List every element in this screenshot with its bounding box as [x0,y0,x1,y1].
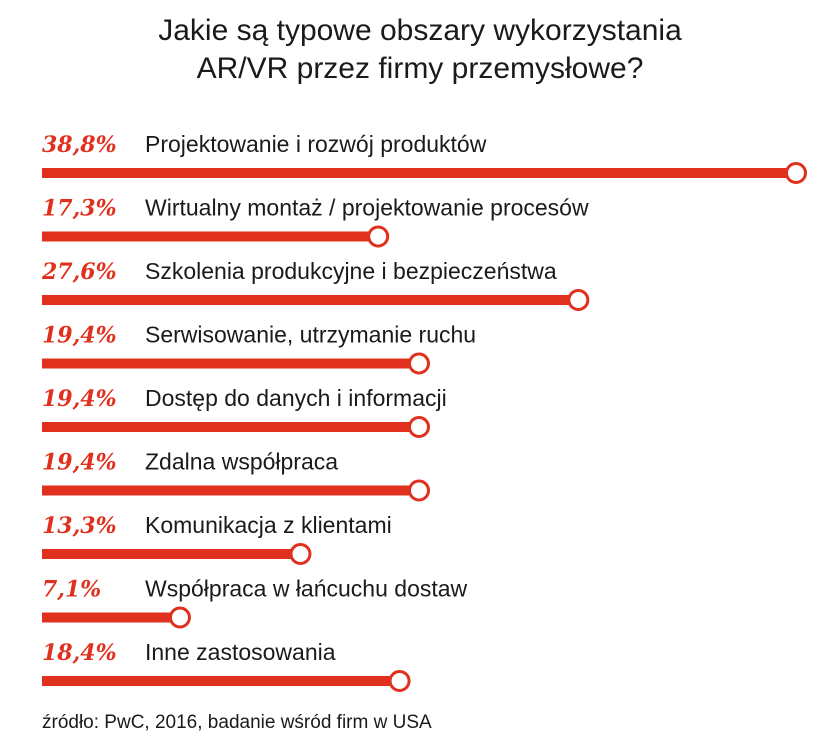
bar-category-label: Wirtualny montaż / projektowanie procesó… [145,195,589,221]
bar-row: 17,3% Wirtualny montaż / projektowanie pr… [42,195,589,248]
bar-row: 19,4% Dostęp do danych i informacji [42,385,447,438]
bar-value-label: 38,8% [42,132,117,158]
bar-value-label: 7,1% [42,577,101,603]
bar-end-marker [567,289,590,311]
bar-end-marker [408,352,430,375]
bar [42,549,292,559]
bar-value-label: 19,4% [42,450,117,476]
bar-value-label: 19,4% [42,386,117,412]
bar [42,231,370,242]
bar-row: 13,3% Komunikacja z klientami [42,512,392,565]
bar-category-label: Współpraca w łańcuchu dostaw [145,576,468,602]
bar-value-label: 13,3% [42,513,117,539]
bar [42,485,410,496]
bar-category-label: Inne zastosowania [145,639,336,665]
bar-end-marker [388,670,411,692]
bar [42,422,410,432]
bar-end-marker [367,225,390,248]
bar-category-label: Projektowanie i rozwój produktów [145,131,487,157]
bar-row: 27,6% Szkolenia produkcyjne i bezpieczeńs… [41,258,590,311]
bar-category-label: Serwisowanie, utrzymanie ruchu [145,322,476,348]
bar-row: 18,4% Inne zastosowania [42,639,411,692]
bar-end-marker [785,162,807,184]
bar [42,295,570,305]
bar-value-label: 18,4% [42,640,117,666]
bar-category-label: Dostęp do danych i informacji [145,385,447,411]
bar [42,358,410,369]
bar-value-label: 27,6% [41,259,117,285]
bar-row: 38,8% Projektowanie i rozwój produktów [42,131,807,184]
bar-category-label: Szkolenia produkcyjne i bezpieczeństwa [145,258,557,284]
bar-end-marker [408,416,430,438]
bar [42,168,787,178]
chart-title: Jakie są typowe obszary wykorzystania AR… [0,12,840,88]
bar [42,612,171,623]
bar [42,676,391,686]
bar-category-label: Komunikacja z klientami [145,512,392,538]
chart-title-line-1: Jakie są typowe obszary wykorzystania [158,14,682,47]
bar-row: 19,4% Serwisowanie, utrzymanie ruchu [42,322,476,375]
bar-end-marker [289,543,312,565]
bar-row: 7,1% Współpraca w łańcuchu dostaw [42,576,468,629]
bar-end-marker [168,606,191,629]
bar-row: 19,4% Zdalna współpraca [42,449,430,502]
bar-value-label: 17,3% [42,196,117,222]
bar-value-label: 19,4% [42,323,117,349]
source-note: źródło: PwC, 2016, badanie wśród firm w … [42,712,432,733]
bar-category-label: Zdalna współpraca [145,449,338,475]
bar-end-marker [408,479,430,502]
chart-title-line-2: AR/VR przez firmy przemysłowe? [196,52,644,85]
